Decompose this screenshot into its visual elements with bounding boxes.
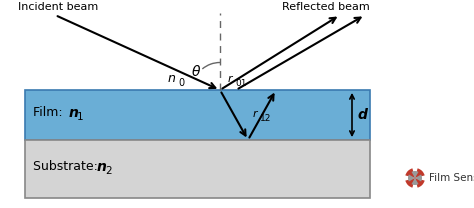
Wedge shape [415, 175, 422, 182]
Wedge shape [411, 171, 419, 178]
Text: n: n [168, 72, 176, 85]
Text: Substrate:: Substrate: [33, 161, 102, 173]
Wedge shape [411, 178, 419, 185]
Text: 12: 12 [260, 114, 272, 123]
Text: Film Sense: Film Sense [429, 173, 474, 183]
Wedge shape [415, 168, 425, 178]
Bar [25, 140, 370, 198]
Text: n: n [69, 106, 79, 120]
Bar [25, 90, 370, 140]
Text: 1: 1 [77, 112, 83, 122]
Text: r: r [228, 74, 233, 84]
Wedge shape [405, 168, 415, 178]
Wedge shape [408, 175, 415, 182]
Wedge shape [415, 178, 425, 188]
Text: θ: θ [192, 65, 201, 79]
Text: r: r [253, 109, 258, 119]
Text: 2: 2 [105, 166, 111, 176]
Text: Reflected beam: Reflected beam [282, 2, 370, 12]
Text: 0: 0 [178, 78, 184, 88]
Text: 01: 01 [235, 79, 246, 88]
Text: d: d [358, 108, 368, 122]
Wedge shape [405, 178, 415, 188]
Text: n: n [97, 160, 107, 174]
Text: Film:: Film: [33, 106, 67, 120]
Text: Incident beam: Incident beam [18, 2, 98, 12]
